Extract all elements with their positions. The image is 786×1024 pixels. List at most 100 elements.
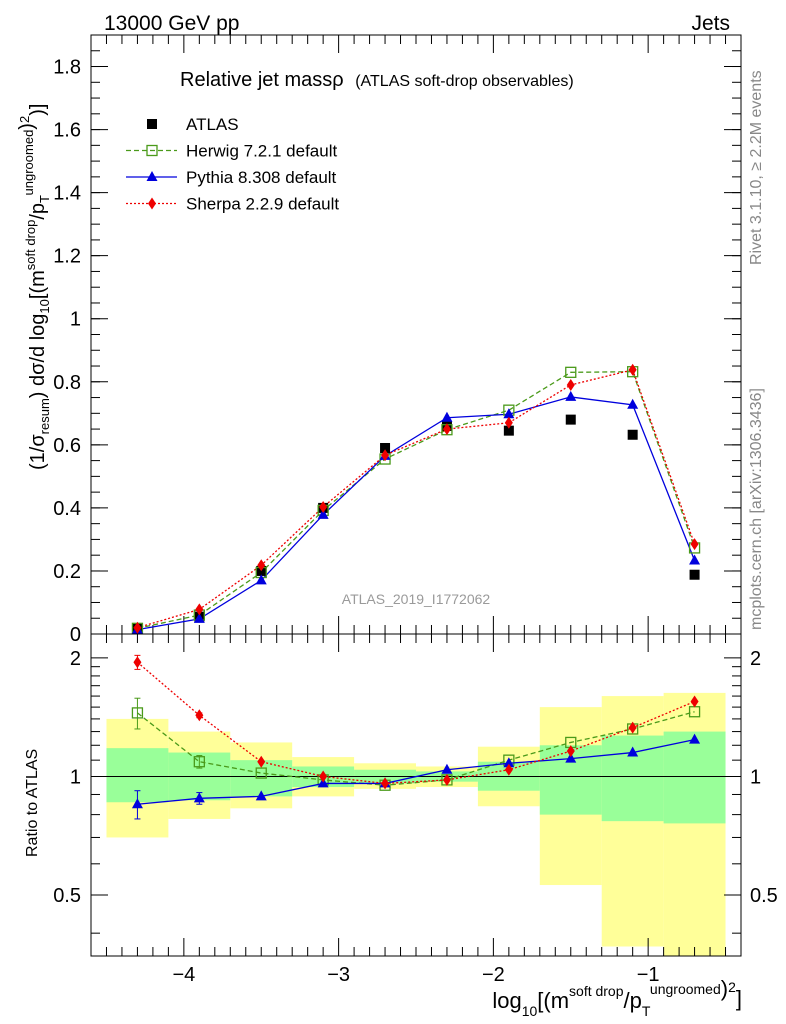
ratio-data-point: [193, 792, 205, 803]
legend-label: Pythia 8.308 default: [186, 168, 337, 187]
mcplots-label: mcplots.cern.ch [arXiv:1306.3436]: [748, 388, 765, 630]
series-line-main: [137, 396, 696, 631]
ratio-data-point: [628, 721, 637, 734]
main-data-point: [689, 569, 700, 580]
ratio-data-point: [319, 770, 328, 783]
y-axis-label-ratio: Ratio to ATLAS: [24, 749, 41, 857]
main-data-point: [193, 612, 205, 623]
main-data-point: [255, 574, 267, 585]
ratio-data-point: [442, 773, 451, 786]
legend: ATLAS Herwig 7.2.1 default Pythia 8.308 de…: [126, 115, 339, 214]
main-data-point: [442, 423, 451, 436]
main-data-point: [627, 398, 639, 409]
y-tick-label: 0: [70, 624, 81, 646]
x-tick-label: −1: [637, 964, 660, 986]
y-tick-label: 1.2: [53, 246, 81, 268]
main-data-point: [381, 449, 390, 462]
ratio-tick-label-right: 0.5: [750, 885, 778, 907]
ratio-data-point: [381, 777, 390, 790]
beam-label: 13000 GeV pp: [104, 12, 239, 35]
main-data-point: [133, 621, 142, 634]
ratio-data-point: [566, 745, 575, 758]
main-title-subtext: (ATLAS soft-drop observables): [355, 73, 573, 90]
x-tick-label: −2: [482, 964, 505, 986]
series-line-ratio: [137, 711, 695, 786]
y-axis-label-main: (1/σresum) dσ/d log10[(msoft drop/pTungr…: [16, 104, 52, 470]
rivet-label: Rivet 3.1.10, ≥ 2.2M events: [748, 70, 765, 265]
y-tick-label: 0.4: [53, 498, 81, 520]
ratio-data-point: [255, 767, 267, 779]
analysis-id: ATLAS_2019_I1772062: [342, 591, 491, 607]
y-tick-label: 1: [70, 309, 81, 331]
x-axis-label: log10[(msoft drop/pTungroomed)2]: [492, 976, 742, 1019]
legend-marker: [148, 197, 156, 210]
ratio-tick-label: 1: [70, 766, 81, 788]
legend-label: Herwig 7.2.1 default: [186, 142, 337, 161]
main-data-point: [257, 559, 266, 572]
main-data-point: [627, 429, 638, 440]
series-line-ratio: [137, 661, 695, 785]
inner-band: [663, 731, 726, 824]
y-tick-label: 1.8: [53, 57, 81, 79]
main-data-point: [565, 414, 576, 425]
main-data-point: [690, 538, 699, 551]
legend-marker: [147, 119, 157, 129]
y-tick-label: 0.8: [53, 372, 81, 394]
ratio-data-point: [133, 656, 142, 669]
ratio-tick-label: 0.5: [53, 885, 81, 907]
main-data-point: [319, 500, 328, 513]
ratio-data-point: [193, 756, 205, 768]
series-line-main: [137, 371, 696, 629]
series-line-main: [137, 369, 696, 629]
main-data-point: [565, 366, 577, 378]
legend-marker: [146, 171, 158, 181]
main-data-point: [565, 390, 577, 401]
main-data-point: [380, 442, 391, 453]
ratio-data-point: [255, 790, 267, 801]
ratio-axis-ticks: 0.5 0.5 1 1 2 2 −4 −3 −2 −1: [53, 634, 778, 986]
ratio-tick-label-right: 1: [750, 766, 761, 788]
y-tick-label: 0.6: [53, 435, 81, 457]
legend-marker: [146, 144, 158, 157]
x-tick-label: −4: [172, 964, 195, 986]
ratio-data-point: [131, 707, 144, 719]
main-panel: 0 0.2 0.4 0.6 0.8 1 1.2 1.4 1.6 1.8: [53, 34, 742, 646]
ratio-panel: 0.5 0.5 1 1 2 2 −4 −3 −2 −1: [53, 633, 778, 986]
legend-label: ATLAS: [186, 115, 239, 134]
legend-label: Sherpa 2.2.9 default: [186, 195, 339, 214]
ratio-tick-label-right: 2: [750, 648, 761, 670]
process-label: Jets: [691, 12, 730, 35]
main-axis-ticks: 0 0.2 0.4 0.6 0.8 1 1.2 1.4 1.6 1.8: [53, 34, 741, 646]
ratio-series-layer: [131, 654, 701, 820]
main-title: Relative jet massρ (ATLAS soft-drop obse…: [180, 69, 574, 91]
main-title-text: Relative jet massρ: [180, 69, 344, 91]
ratio-tick-label: 2: [70, 648, 81, 670]
ratio-data-point: [503, 757, 515, 768]
ratio-frame: [90, 633, 742, 957]
ratio-data-point: [441, 763, 453, 774]
series-line-ratio: [137, 739, 695, 805]
ratio-data-point: [504, 763, 513, 776]
ratio-data-point: [195, 709, 204, 722]
main-data-point: [503, 408, 515, 419]
main-series-layer: [131, 363, 701, 634]
main-data-point: [628, 363, 637, 376]
y-tick-label: 1.6: [53, 120, 81, 142]
main-data-point: [195, 603, 204, 616]
main-data-point: [566, 378, 575, 391]
y-tick-label: 0.2: [53, 561, 81, 583]
main-data-point: [503, 425, 514, 436]
x-tick-label: −3: [327, 964, 350, 986]
ratio-data-point: [257, 755, 266, 768]
ratio-data-point: [565, 752, 577, 763]
main-data-point: [441, 411, 453, 422]
ratio-data-point: [690, 695, 699, 708]
main-data-point: [689, 554, 701, 565]
ratio-data-point: [689, 733, 701, 744]
y-tick-label: 1.4: [53, 183, 81, 205]
ratio-data-point: [131, 798, 143, 809]
main-data-point: [317, 508, 329, 519]
main-data-point: [504, 416, 513, 429]
